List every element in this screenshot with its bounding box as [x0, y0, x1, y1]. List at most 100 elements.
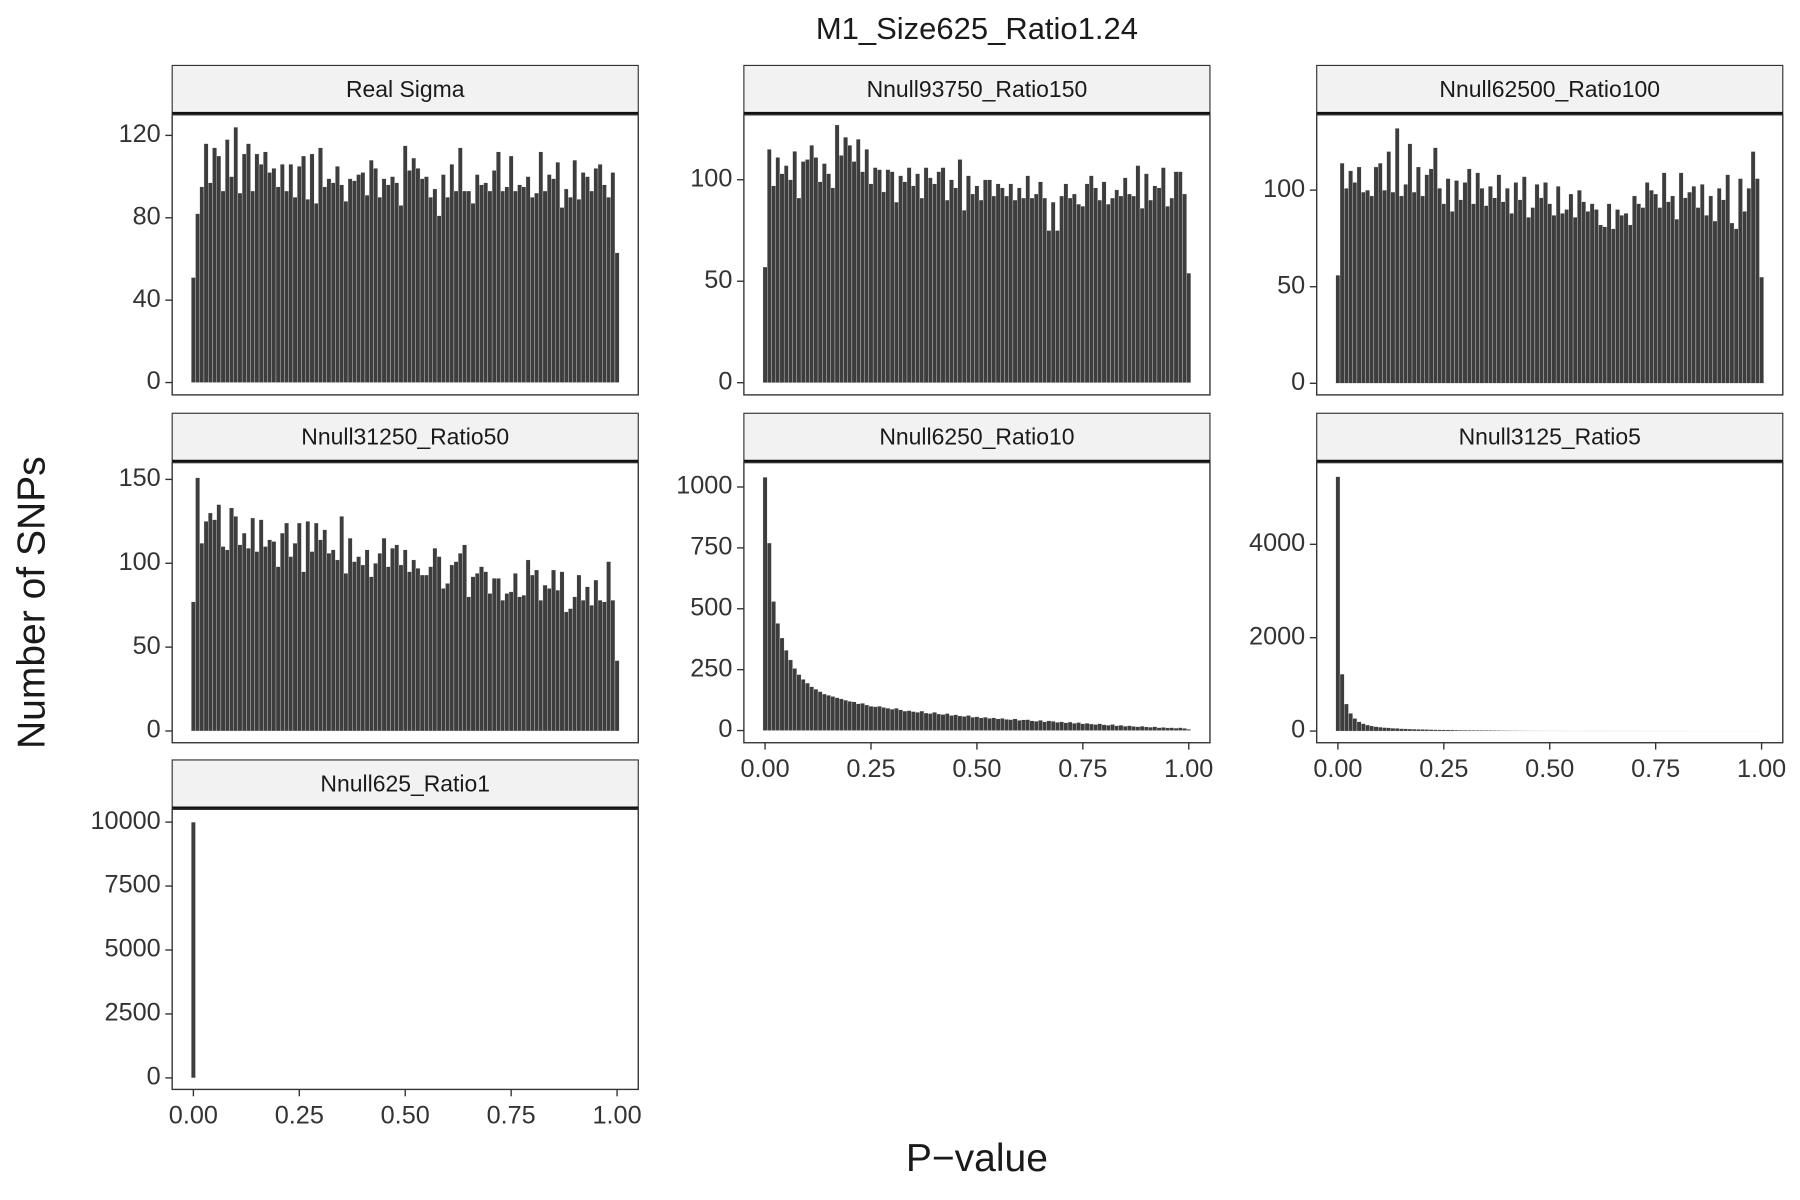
- y-tick-label: 250: [690, 654, 732, 682]
- bar: [1067, 197, 1073, 383]
- y-tick-label: 0: [1291, 716, 1305, 744]
- bar: [868, 183, 874, 383]
- bar: [1004, 719, 1009, 731]
- bar: [1636, 203, 1641, 384]
- bar: [597, 164, 603, 383]
- bar: [1352, 718, 1358, 732]
- bar: [788, 179, 793, 383]
- bar: [487, 593, 493, 732]
- bar: [580, 600, 586, 732]
- bar: [275, 566, 281, 732]
- bar: [593, 579, 599, 732]
- bar: [1674, 218, 1680, 384]
- bar: [411, 559, 416, 732]
- bar: [208, 512, 213, 732]
- bar: [313, 522, 319, 732]
- y-tick-label: 0: [718, 715, 732, 743]
- bar: [1050, 721, 1056, 731]
- bar: [415, 568, 421, 732]
- bar: [864, 149, 870, 383]
- panel-title: Nnull62500_Ratio100: [1439, 76, 1660, 102]
- bar: [1156, 727, 1162, 731]
- panel: [1316, 462, 1783, 743]
- bar: [1080, 205, 1086, 383]
- bar: [1063, 183, 1069, 383]
- bar: [1076, 203, 1081, 383]
- bar: [572, 596, 577, 732]
- bar: [352, 561, 357, 732]
- bar: [513, 573, 518, 732]
- bar: [805, 159, 810, 383]
- bar: [995, 718, 1001, 731]
- bar: [369, 576, 374, 732]
- bar: [911, 711, 916, 731]
- bar: [614, 252, 620, 383]
- bar: [373, 168, 378, 383]
- bar: [1173, 727, 1179, 731]
- x-tick-label: 1.00: [593, 1102, 642, 1130]
- bar: [860, 171, 865, 383]
- x-tick-label: 0.00: [740, 755, 789, 783]
- bar: [258, 164, 264, 383]
- bar: [610, 172, 616, 383]
- bar: [250, 190, 255, 383]
- y-tick-label: 0: [718, 367, 732, 395]
- bar: [813, 689, 819, 731]
- panel-title: Nnull6250_Ratio10: [879, 424, 1074, 450]
- bar: [995, 183, 1001, 383]
- bar: [949, 715, 954, 731]
- bar: [191, 277, 196, 383]
- y-tick-label: 100: [119, 548, 161, 576]
- bar: [1050, 201, 1056, 383]
- bar: [606, 197, 611, 383]
- bar: [1623, 213, 1629, 384]
- bar: [1411, 191, 1417, 384]
- bar: [1021, 719, 1026, 731]
- bar: [1042, 721, 1047, 731]
- bar: [195, 213, 200, 383]
- bar: [1046, 230, 1052, 383]
- bar: [551, 569, 556, 732]
- bar: [805, 682, 810, 731]
- bar: [1466, 168, 1472, 384]
- bar: [1017, 187, 1022, 383]
- x-tick-label: 0.50: [381, 1102, 430, 1130]
- y-tick-label: 7500: [105, 871, 161, 899]
- y-tick-label: 100: [1263, 175, 1305, 203]
- bar: [872, 706, 878, 731]
- bar: [1378, 726, 1383, 732]
- bar: [1670, 195, 1675, 384]
- bar: [966, 715, 971, 731]
- bar: [771, 601, 776, 731]
- bar: [1543, 182, 1548, 384]
- bar: [1483, 730, 1489, 732]
- bar: [1173, 171, 1179, 383]
- bar: [1356, 721, 1362, 732]
- bar: [1509, 730, 1514, 732]
- bar: [1458, 729, 1464, 732]
- bar: [1755, 178, 1760, 384]
- bar: [470, 576, 476, 732]
- bar: [500, 600, 505, 732]
- bar: [830, 187, 836, 383]
- bar: [1606, 203, 1612, 384]
- bar: [1428, 168, 1434, 384]
- bar: [381, 537, 387, 732]
- bar: [1750, 151, 1756, 384]
- bar: [191, 601, 196, 732]
- bar: [822, 693, 827, 731]
- bar: [1611, 228, 1616, 384]
- bar: [432, 188, 438, 383]
- bar: [1666, 201, 1671, 384]
- bar: [216, 504, 222, 732]
- bar: [1454, 729, 1459, 732]
- bar: [1644, 182, 1650, 384]
- x-tick-label: 0.00: [1313, 755, 1362, 783]
- bar: [856, 703, 861, 731]
- bar: [1008, 719, 1014, 731]
- x-tick-label: 0.00: [169, 1102, 218, 1130]
- bar: [1450, 211, 1455, 384]
- x-tick-label: 0.50: [1525, 755, 1574, 783]
- bar: [1403, 728, 1408, 732]
- bar: [521, 594, 527, 732]
